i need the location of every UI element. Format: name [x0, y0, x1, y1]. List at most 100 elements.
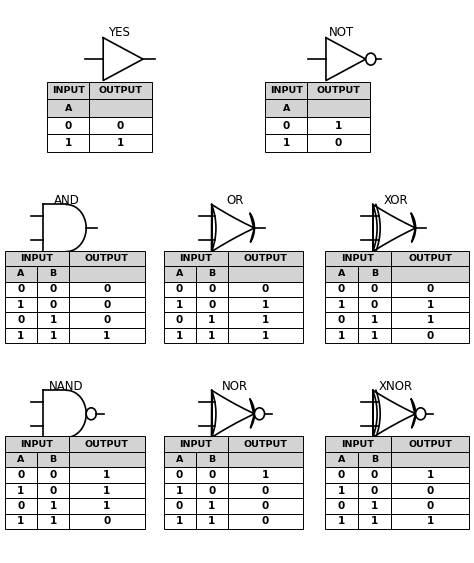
FancyBboxPatch shape [37, 266, 69, 282]
FancyBboxPatch shape [37, 312, 69, 328]
FancyBboxPatch shape [325, 436, 391, 452]
Circle shape [255, 408, 264, 420]
FancyBboxPatch shape [391, 328, 469, 343]
FancyBboxPatch shape [164, 282, 196, 297]
Text: 0: 0 [283, 120, 290, 131]
FancyBboxPatch shape [265, 99, 307, 117]
Text: 0: 0 [176, 284, 183, 294]
Text: 0: 0 [17, 501, 25, 511]
Text: 1: 1 [335, 120, 342, 131]
FancyBboxPatch shape [5, 328, 37, 343]
FancyBboxPatch shape [69, 452, 145, 467]
Text: 1: 1 [208, 501, 215, 511]
FancyBboxPatch shape [228, 282, 303, 297]
FancyBboxPatch shape [196, 328, 228, 343]
FancyBboxPatch shape [196, 282, 228, 297]
Text: 1: 1 [371, 516, 378, 526]
FancyBboxPatch shape [358, 482, 391, 498]
Text: 1: 1 [371, 330, 378, 341]
FancyBboxPatch shape [164, 251, 228, 266]
Text: NOT: NOT [328, 25, 354, 39]
Text: 0: 0 [17, 470, 25, 480]
FancyBboxPatch shape [391, 513, 469, 529]
FancyBboxPatch shape [265, 117, 307, 135]
FancyBboxPatch shape [164, 467, 196, 482]
Text: B: B [208, 269, 215, 278]
Text: 0: 0 [117, 120, 124, 131]
Text: 0: 0 [49, 284, 56, 294]
Text: INPUT: INPUT [52, 86, 85, 95]
Text: 0: 0 [103, 315, 110, 325]
Text: OUTPUT: OUTPUT [85, 254, 129, 263]
FancyBboxPatch shape [228, 251, 303, 266]
Text: 1: 1 [17, 485, 25, 495]
Text: A: A [283, 104, 290, 113]
Text: 1: 1 [176, 516, 183, 526]
FancyBboxPatch shape [265, 82, 307, 99]
FancyBboxPatch shape [391, 436, 469, 452]
Text: 0: 0 [427, 284, 434, 294]
FancyBboxPatch shape [325, 467, 358, 482]
Text: A: A [17, 269, 25, 278]
FancyBboxPatch shape [325, 297, 358, 312]
FancyBboxPatch shape [196, 266, 228, 282]
FancyBboxPatch shape [228, 498, 303, 513]
Text: 1: 1 [49, 330, 56, 341]
FancyBboxPatch shape [47, 82, 89, 99]
Text: 0: 0 [262, 485, 269, 495]
FancyBboxPatch shape [47, 99, 89, 117]
Text: 1: 1 [427, 516, 434, 526]
FancyBboxPatch shape [228, 297, 303, 312]
Polygon shape [66, 390, 86, 437]
Text: A: A [17, 455, 25, 464]
Text: 0: 0 [208, 470, 215, 480]
Text: OUTPUT: OUTPUT [408, 254, 452, 263]
Text: 1: 1 [337, 300, 345, 310]
Text: 0: 0 [103, 516, 110, 526]
Text: INPUT: INPUT [270, 86, 303, 95]
FancyBboxPatch shape [164, 436, 228, 452]
Text: 1: 1 [283, 138, 290, 148]
FancyBboxPatch shape [265, 135, 307, 152]
Polygon shape [103, 38, 143, 81]
Text: B: B [49, 455, 56, 464]
FancyBboxPatch shape [228, 312, 303, 328]
Text: 0: 0 [371, 284, 378, 294]
Text: 1: 1 [103, 485, 110, 495]
FancyBboxPatch shape [89, 82, 152, 99]
FancyBboxPatch shape [37, 482, 69, 498]
Text: 0: 0 [176, 470, 183, 480]
FancyBboxPatch shape [228, 436, 303, 452]
Text: 0: 0 [49, 470, 56, 480]
Text: 1: 1 [103, 501, 110, 511]
Text: 0: 0 [208, 284, 215, 294]
FancyBboxPatch shape [307, 117, 370, 135]
Text: 1: 1 [427, 470, 434, 480]
FancyBboxPatch shape [5, 498, 37, 513]
Text: 1: 1 [176, 330, 183, 341]
FancyBboxPatch shape [37, 282, 69, 297]
Text: INPUT: INPUT [20, 254, 54, 263]
Text: OUTPUT: OUTPUT [317, 86, 360, 95]
Text: OR: OR [226, 194, 243, 208]
Polygon shape [44, 390, 66, 437]
Text: 0: 0 [17, 315, 25, 325]
FancyBboxPatch shape [164, 297, 196, 312]
FancyBboxPatch shape [325, 482, 358, 498]
FancyBboxPatch shape [164, 482, 196, 498]
FancyBboxPatch shape [358, 266, 391, 282]
FancyBboxPatch shape [69, 482, 145, 498]
FancyBboxPatch shape [37, 452, 69, 467]
FancyBboxPatch shape [5, 436, 69, 452]
Text: 1: 1 [49, 516, 56, 526]
FancyBboxPatch shape [325, 452, 358, 467]
FancyBboxPatch shape [164, 452, 196, 467]
FancyBboxPatch shape [69, 513, 145, 529]
Text: A: A [64, 104, 72, 113]
Polygon shape [212, 390, 255, 437]
FancyBboxPatch shape [5, 282, 37, 297]
FancyBboxPatch shape [5, 482, 37, 498]
Text: OUTPUT: OUTPUT [85, 440, 129, 449]
Text: 0: 0 [335, 138, 342, 148]
FancyBboxPatch shape [69, 251, 145, 266]
